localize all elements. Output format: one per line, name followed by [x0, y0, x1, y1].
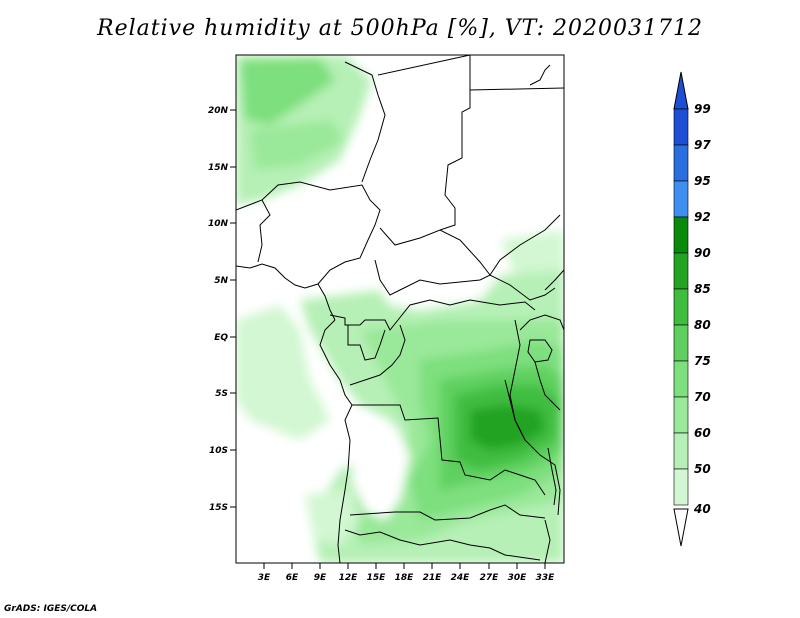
colorbar-label: 40	[693, 502, 711, 516]
lat-label: 10S	[209, 446, 228, 456]
colorbar-bin	[673, 324, 689, 362]
lat-label: EQ	[214, 333, 228, 343]
coastline-gulf-of-guinea	[236, 263, 336, 321]
lon-label: 15E	[367, 573, 387, 583]
latitude-axis: 20N 15N 10N 5N EQ 5S 10S 15S	[208, 106, 236, 513]
lon-label: 12E	[339, 573, 359, 583]
border-east-2	[534, 361, 561, 411]
colorbar-bin	[673, 108, 689, 146]
border-central-8	[544, 519, 551, 563]
colorbar: 99 97 95 92 90 85 80 75 70 60 50 40	[673, 71, 711, 547]
border-north-1	[344, 61, 386, 183]
colorbar-bin	[673, 360, 689, 398]
colorbar-label: 50	[694, 462, 711, 476]
coastline-west-central	[319, 319, 353, 563]
border-central-7	[344, 529, 541, 561]
colorbar-bin	[673, 432, 689, 470]
colorbar-bin	[673, 216, 689, 254]
colorbar-label: 92	[694, 210, 711, 224]
longitude-axis: 3E 6E 9E 12E 15E 18E 21E 24E 27E 30E 33E	[258, 563, 555, 583]
lat-label: 10N	[208, 219, 229, 229]
colorbar-label: 75	[694, 354, 711, 368]
humidity-shading	[236, 55, 564, 563]
humidity-area-northwest-core	[240, 58, 335, 125]
border-north-6	[257, 199, 271, 263]
border-north-9	[489, 214, 561, 276]
lat-label: 5S	[215, 389, 228, 399]
lat-label: 15S	[209, 503, 228, 513]
credit-text: GrADS: IGES/COLA	[4, 604, 98, 614]
border-north-7	[379, 227, 491, 276]
colorbar-bin	[673, 468, 689, 506]
lon-label: 30E	[508, 573, 528, 583]
colorbar-bin	[673, 396, 689, 434]
colorbar-bin	[673, 180, 689, 218]
border-east-1	[519, 314, 564, 331]
lake-victoria	[527, 339, 553, 363]
lon-label: 24E	[451, 573, 471, 583]
humidity-area-core	[470, 405, 545, 450]
lake-malawi	[547, 447, 557, 506]
lat-label: 5N	[214, 276, 228, 286]
lon-label: 18E	[395, 573, 415, 583]
border-central-3	[349, 324, 406, 386]
lon-label: 3E	[258, 573, 271, 583]
lon-label: 6E	[286, 573, 299, 583]
colorbar-bin	[673, 252, 689, 290]
humidity-area-dry-north	[380, 275, 500, 310]
humidity-area-dry-hole	[352, 420, 410, 520]
plot-frame	[235, 54, 565, 564]
border-north-4	[469, 87, 564, 91]
colorbar-label: 95	[694, 174, 711, 188]
lat-label: 20N	[208, 106, 229, 116]
lat-label: 15N	[208, 163, 229, 173]
colorbar-bottom-arrow	[673, 508, 689, 547]
humidity-area-northwest-band	[250, 120, 345, 170]
humidity-area-west-coast	[236, 305, 330, 440]
colorbar-label: 97	[694, 138, 711, 152]
border-central-6	[349, 504, 546, 521]
colorbar-label: 70	[694, 390, 711, 404]
border-central-2	[347, 325, 386, 361]
border-central-5	[352, 404, 546, 496]
border-north-5	[236, 181, 381, 285]
colorbar-top-arrow	[673, 71, 689, 110]
map-boundaries	[236, 55, 564, 563]
lon-label: 21E	[423, 573, 443, 583]
border-north-2	[377, 55, 471, 76]
map-title: Relative humidity at 500hPa [%], VT: 202…	[97, 16, 703, 41]
lon-label: 9E	[314, 573, 327, 583]
colorbar-bin	[673, 288, 689, 326]
colorbar-label: 80	[694, 318, 711, 332]
colorbar-label: 85	[694, 282, 711, 296]
border-central-1	[329, 299, 536, 331]
lake-tanganyika	[504, 379, 526, 441]
border-north-3	[439, 55, 471, 231]
border-east-3	[544, 269, 564, 291]
colorbar-label: 99	[694, 102, 711, 116]
colorbar-label: 90	[694, 246, 711, 260]
lon-label: 27E	[480, 573, 500, 583]
humidity-area-southwest	[305, 490, 360, 545]
border-north-8	[374, 259, 556, 301]
colorbar-label: 60	[694, 426, 711, 440]
colorbar-bin	[673, 144, 689, 182]
coastline-red-sea	[529, 64, 551, 86]
lon-label: 33E	[536, 573, 556, 583]
